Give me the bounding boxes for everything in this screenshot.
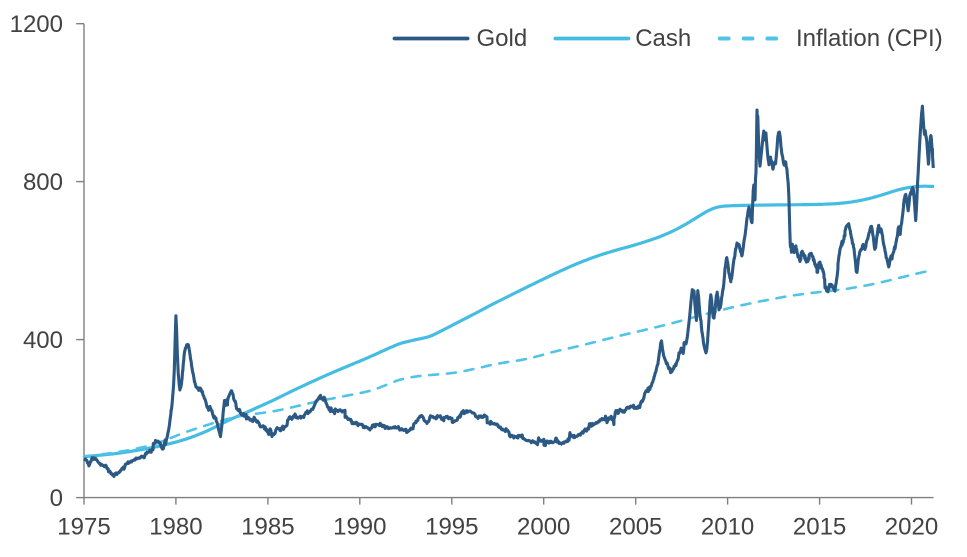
svg-text:1975: 1975 (57, 514, 110, 541)
svg-text:800: 800 (23, 169, 63, 196)
svg-text:2005: 2005 (609, 514, 662, 541)
svg-text:Inflation (CPI): Inflation (CPI) (796, 25, 943, 52)
svg-text:1985: 1985 (241, 514, 294, 541)
svg-text:1990: 1990 (333, 514, 386, 541)
svg-text:1995: 1995 (425, 514, 478, 541)
svg-text:0: 0 (50, 485, 63, 512)
svg-text:2015: 2015 (793, 514, 846, 541)
svg-text:Cash: Cash (635, 25, 691, 52)
svg-text:2000: 2000 (517, 514, 570, 541)
svg-text:2010: 2010 (701, 514, 754, 541)
svg-text:1980: 1980 (149, 514, 202, 541)
svg-text:2020: 2020 (885, 514, 938, 541)
svg-text:Gold: Gold (477, 25, 528, 52)
svg-text:400: 400 (23, 327, 63, 354)
svg-text:1200: 1200 (10, 11, 63, 38)
